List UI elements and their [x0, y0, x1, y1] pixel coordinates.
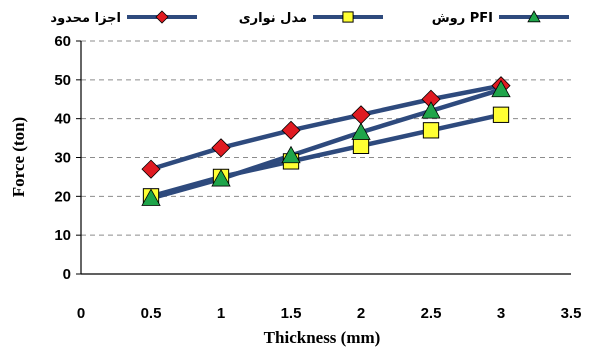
- x-tick-label: 1.5: [281, 305, 302, 322]
- y-axis-ticks: 0 10 20 30 40 50 60: [54, 33, 71, 283]
- y-tick-label: 50: [54, 72, 71, 89]
- legend-label: مدل نواری: [239, 11, 307, 26]
- x-tick-label: 3: [497, 305, 505, 322]
- data-point-triangle: [421, 101, 441, 119]
- data-point-triangle: [491, 79, 511, 98]
- y-tick-label: 60: [54, 33, 71, 50]
- data-point-triangle: [141, 188, 161, 206]
- data-point-triangle: [351, 122, 371, 140]
- series-line-0: [150, 83, 502, 172]
- y-tick-label: 30: [54, 150, 71, 167]
- legend-marker-triangle: [527, 10, 541, 23]
- x-axis-ticks: 0 0.5 1 1.5 2 2.5 3 3.5: [77, 305, 582, 322]
- gridlines: [81, 40, 571, 236]
- y-tick-label: 20: [54, 188, 71, 205]
- y-tick-label: 10: [54, 227, 71, 244]
- data-point-diamond: [281, 120, 301, 140]
- series-line-2: [150, 87, 502, 201]
- legend-label: روش PFI: [432, 11, 493, 26]
- y-axis-label: Force (ton): [9, 117, 28, 197]
- legend-marker-diamond: [155, 10, 169, 24]
- data-point-square: [492, 106, 510, 123]
- data-point-diamond: [211, 138, 231, 158]
- data-point-diamond: [351, 105, 371, 125]
- data-point-square: [352, 137, 370, 154]
- x-tick-label: 2.5: [421, 305, 442, 322]
- legend: اجزا محدود مدل نواری روش PFI: [50, 10, 569, 26]
- data-point-square: [422, 122, 440, 139]
- data-point-diamond: [141, 159, 161, 179]
- data-point-triangle: [211, 169, 231, 187]
- y-tick-label: 40: [54, 111, 71, 128]
- x-tick-label: 2: [357, 305, 365, 322]
- x-tick-label: 3.5: [561, 305, 582, 322]
- legend-marker-square: [342, 11, 354, 23]
- x-tick-label: 0.5: [141, 305, 162, 322]
- series-layer: [141, 76, 511, 206]
- x-axis-label: Thickness (mm): [264, 328, 381, 347]
- data-point-triangle: [281, 145, 301, 164]
- legend-label: اجزا محدود: [50, 11, 121, 26]
- x-tick-label: 1: [217, 305, 225, 322]
- y-tick-label: 0: [63, 266, 71, 283]
- axes: [76, 40, 571, 275]
- x-tick-label: 0: [77, 305, 85, 322]
